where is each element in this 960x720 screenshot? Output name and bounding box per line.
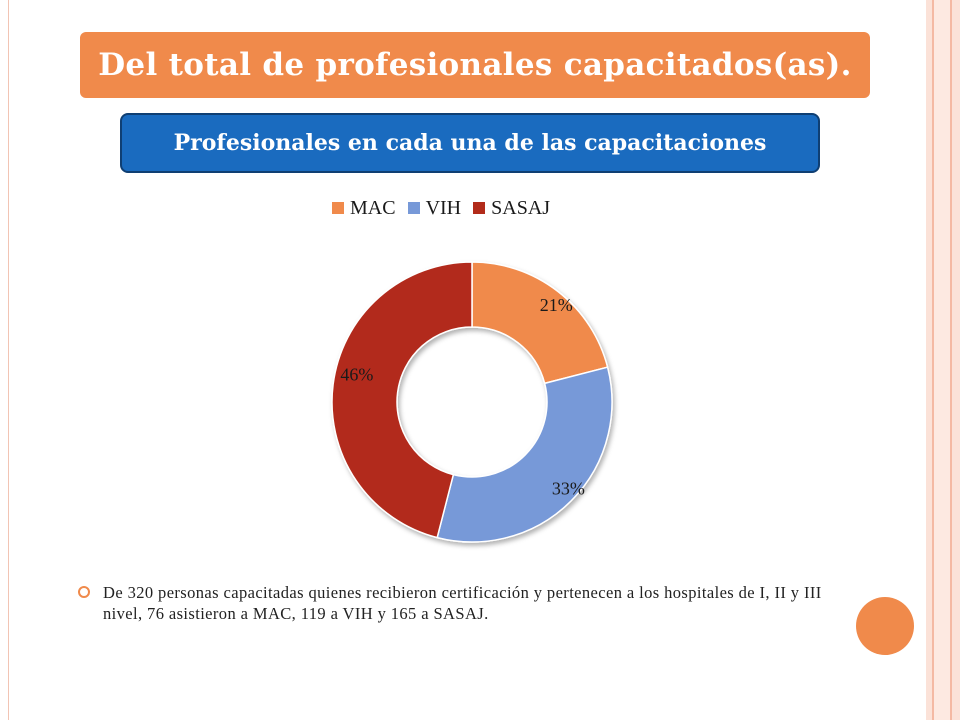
slide-left-border	[0, 0, 9, 720]
body-text: De 320 personas capacitadas quienes reci…	[103, 583, 822, 623]
chart-title: Profesionales en cada una de las capacit…	[120, 113, 820, 173]
legend-label-sasaj: SASAJ	[491, 196, 551, 219]
legend-item-vih: VIH	[407, 196, 462, 220]
donut-slice-mac	[471, 261, 609, 385]
donut-slice-vih	[436, 366, 613, 543]
data-label-mac: 21%	[540, 295, 573, 315]
legend-swatch-mac	[332, 202, 344, 214]
body-bullet: De 320 personas capacitadas quienes reci…	[78, 582, 848, 624]
legend-item-mac: MAC	[332, 197, 396, 220]
bullet-icon	[78, 586, 90, 598]
decorative-circle	[856, 597, 914, 655]
chart-legend: MAC VIH SASAJ	[332, 193, 550, 223]
slide-right-stripes	[926, 0, 960, 720]
slide-title: Del total de profesionales capacitados(a…	[80, 32, 870, 98]
donut-slice-sasaj	[331, 261, 473, 539]
legend-swatch-vih	[407, 202, 420, 214]
legend-item-sasaj: SASAJ	[473, 197, 550, 220]
data-label-sasaj: 46%	[340, 365, 373, 385]
donut-chart: 21% 33% 46%	[331, 261, 613, 543]
legend-label-vih: VIH	[425, 196, 462, 219]
legend-label-mac: MAC	[350, 196, 396, 219]
legend-swatch-sasaj	[473, 202, 486, 214]
data-label-vih: 33%	[552, 478, 585, 498]
